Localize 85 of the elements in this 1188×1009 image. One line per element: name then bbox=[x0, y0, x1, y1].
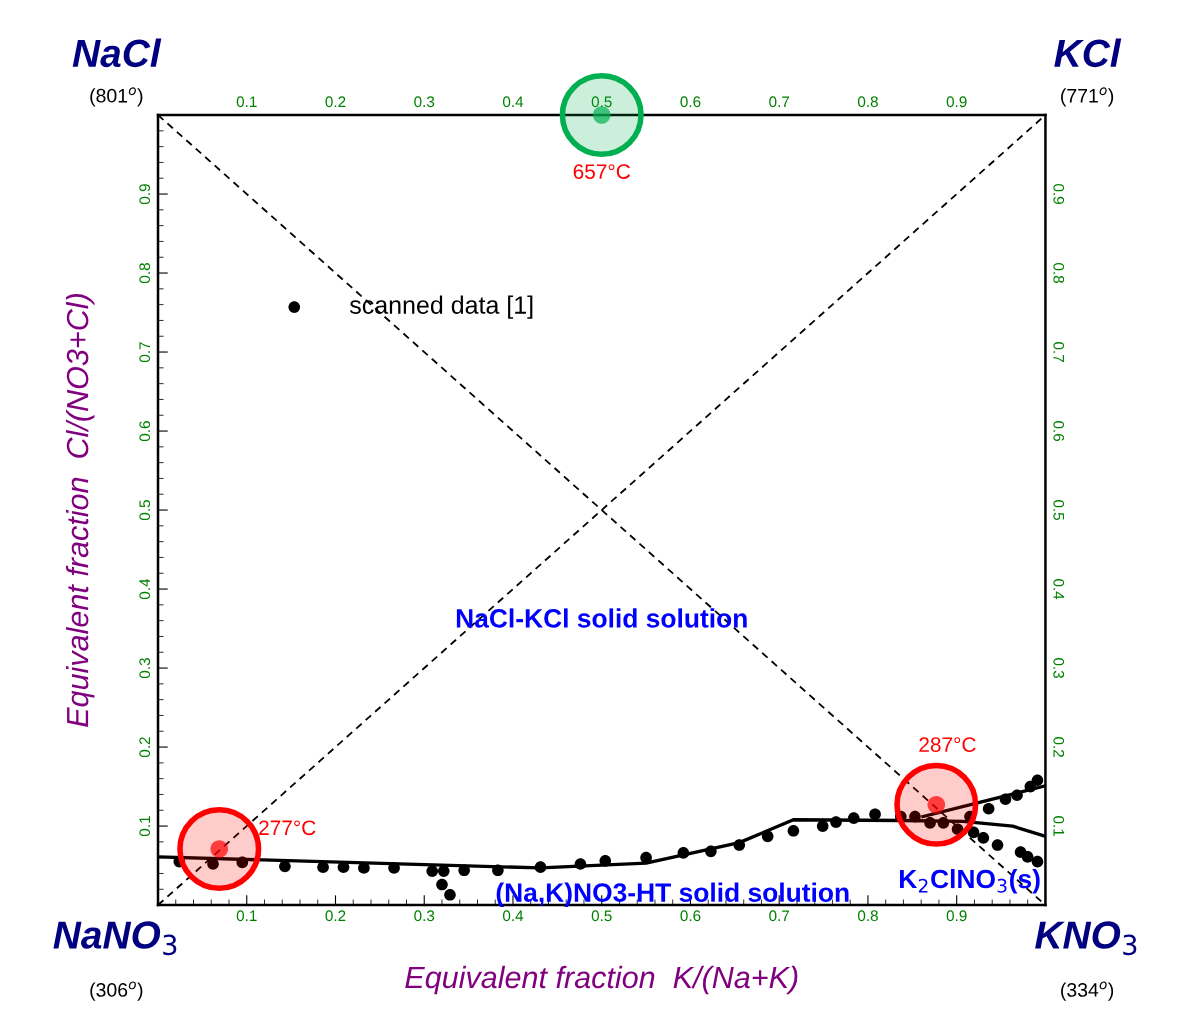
x-tick-label: 0.4 bbox=[502, 910, 524, 922]
text: (334$^{o}$) bbox=[1061, 981, 1114, 1001]
text: (801$^{o}$) bbox=[90, 87, 143, 107]
point bbox=[991, 839, 1004, 851]
point bbox=[999, 793, 1012, 806]
point bbox=[951, 823, 964, 836]
point bbox=[426, 865, 439, 877]
legend-label: scanned data [1] bbox=[349, 295, 533, 319]
point bbox=[444, 888, 456, 901]
point bbox=[458, 864, 470, 877]
point bbox=[816, 820, 829, 832]
point bbox=[388, 862, 400, 874]
point bbox=[677, 847, 690, 859]
point bbox=[236, 856, 249, 869]
annotation: NaNO$_{3}$ bbox=[53, 921, 177, 956]
point bbox=[830, 816, 842, 828]
x-tick-label: 0.8 bbox=[857, 910, 878, 922]
x2-tick-label: 0.6 bbox=[680, 96, 701, 108]
x2-tick-label: 0.7 bbox=[769, 96, 790, 108]
point bbox=[1031, 774, 1044, 787]
y-tick-label: 0.9 bbox=[139, 184, 151, 205]
y2-tick-label: 0.6 bbox=[1053, 421, 1065, 441]
y-tick-label: 0.7 bbox=[139, 342, 151, 363]
x2-tick-label: 0.8 bbox=[857, 96, 878, 108]
point bbox=[909, 810, 921, 823]
y2-tick-label: 0.2 bbox=[1053, 737, 1065, 757]
y-tick-label: 0.1 bbox=[139, 816, 151, 837]
y-tick-label: 0.8 bbox=[139, 263, 151, 284]
point bbox=[982, 802, 995, 815]
y-tick-label: 0.6 bbox=[139, 421, 151, 442]
point bbox=[599, 855, 612, 867]
text: (306$^{o}$) bbox=[90, 981, 143, 1001]
y2-tick-label: 0.8 bbox=[1053, 263, 1065, 283]
x2-tick-label: 0.1 bbox=[236, 96, 257, 108]
text: (771$^{o}$) bbox=[1061, 87, 1114, 107]
x-tick-label: 0.9 bbox=[946, 910, 967, 922]
x2-tick-label: 0.4 bbox=[502, 96, 524, 108]
y2-tick-label: 0.3 bbox=[1053, 658, 1065, 679]
point bbox=[967, 826, 980, 839]
point bbox=[847, 812, 860, 824]
point bbox=[787, 825, 800, 837]
point bbox=[1031, 855, 1044, 868]
point bbox=[977, 832, 990, 844]
annotation: KNO$_{3}$ bbox=[1035, 921, 1137, 956]
x2-tick-label: 0.9 bbox=[946, 96, 967, 108]
point bbox=[705, 845, 717, 858]
y2-tick-label: 0.9 bbox=[1053, 184, 1065, 204]
x-tick-label: 0.6 bbox=[680, 910, 701, 922]
x-tick-label: 0.5 bbox=[591, 910, 612, 922]
x-axis-title: Equivalent fraction K/(Na+K) bbox=[405, 965, 798, 995]
x2-tick-label: 0.5 bbox=[591, 96, 612, 108]
annotation: (Na,K)NO3-HT solid solution bbox=[496, 882, 849, 908]
point bbox=[1011, 789, 1023, 802]
annotation: NaCl-KCl solid solution bbox=[456, 608, 747, 628]
y2-tick-label: 0.4 bbox=[1053, 579, 1065, 600]
annotation: 277°C bbox=[259, 820, 316, 836]
y-tick-label: 0.5 bbox=[139, 500, 151, 521]
annotation: 657°C bbox=[573, 164, 630, 179]
annotation: NaCl bbox=[72, 38, 162, 68]
point bbox=[1021, 851, 1034, 863]
point bbox=[733, 839, 746, 851]
y2-tick-label: 0.1 bbox=[1053, 816, 1065, 836]
y2-tick-label: 0.5 bbox=[1053, 500, 1065, 521]
point bbox=[534, 861, 547, 873]
x-tick-label: 0.3 bbox=[414, 910, 435, 922]
x-tick-label: 0.7 bbox=[769, 910, 790, 922]
point bbox=[436, 878, 448, 891]
point bbox=[437, 865, 450, 877]
x-tick-label: 0.1 bbox=[236, 910, 257, 922]
y-tick-label: 0.2 bbox=[139, 737, 151, 758]
annotation: KCl bbox=[1054, 38, 1122, 68]
point bbox=[574, 858, 587, 870]
point bbox=[937, 817, 950, 829]
y-tick-label: 0.4 bbox=[139, 578, 151, 600]
annotation: K$_{2}$ClNO$_{3}$(s) bbox=[900, 868, 1040, 894]
x2-tick-label: 0.2 bbox=[325, 96, 346, 108]
x-tick-label: 0.2 bbox=[325, 910, 346, 922]
point bbox=[924, 817, 936, 829]
y-axis-title: Equivalent fraction Cl/(NO3+Cl) bbox=[65, 294, 95, 727]
x2-tick-label: 0.3 bbox=[414, 96, 435, 108]
point bbox=[492, 864, 504, 877]
annotation: 287°C bbox=[919, 737, 976, 752]
y-tick-label: 0.3 bbox=[139, 658, 151, 679]
point bbox=[761, 830, 774, 843]
y2-tick-label: 0.7 bbox=[1053, 342, 1065, 362]
